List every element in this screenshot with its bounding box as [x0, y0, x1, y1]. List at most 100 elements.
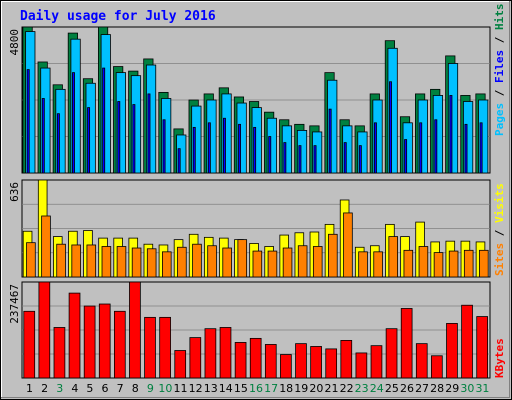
bar-files	[55, 88, 66, 174]
bar-files	[100, 34, 111, 174]
bar-kbytes	[476, 316, 488, 379]
bar-sites	[343, 212, 353, 278]
legend-separator: /	[493, 223, 506, 243]
x-tick-label: 29	[445, 382, 459, 395]
bar-sites	[86, 244, 97, 278]
x-tick-label: 16	[249, 382, 263, 395]
bar-pages	[358, 145, 362, 174]
x-tick-label: 1	[26, 382, 33, 395]
x-tick-label: 10	[158, 382, 172, 395]
bar-sites	[463, 249, 474, 278]
legend-visits: Visits	[493, 183, 506, 223]
x-tick-label: 7	[117, 382, 124, 395]
bar-sites	[312, 246, 323, 278]
bar-kbytes	[446, 323, 458, 379]
x-tick-label: 6	[102, 382, 109, 395]
x-tick-label: 14	[219, 382, 233, 395]
bar-sites	[131, 247, 142, 278]
x-tick-label: 19	[294, 382, 308, 395]
x-tick-label: 15	[234, 382, 248, 395]
bar-pages	[389, 81, 392, 174]
bar-kbytes	[385, 328, 398, 379]
x-tick-label: 30	[460, 382, 474, 395]
bar-pages	[313, 145, 317, 174]
bar-files	[296, 130, 308, 174]
bar-files	[327, 79, 338, 174]
bar-kbytes	[98, 303, 111, 379]
bar-pages	[434, 119, 438, 174]
x-tick-label: 3	[56, 382, 63, 395]
legend: KBytes	[493, 338, 506, 378]
bar-sites	[56, 243, 66, 278]
bar-kbytes	[144, 316, 156, 379]
y-max-label: 636	[8, 182, 21, 202]
legend-kbytes: KBytes	[493, 338, 506, 378]
bar-files	[40, 67, 51, 174]
y-max-label: 4800	[8, 29, 21, 56]
bar-pages	[162, 119, 166, 174]
x-tick-label: 31	[475, 382, 489, 395]
legend: Sites / Visits	[493, 183, 506, 276]
bar-kbytes	[189, 337, 202, 379]
x-tick-label: 24	[370, 382, 384, 395]
bar-kbytes	[219, 327, 232, 379]
bar-files	[342, 125, 353, 174]
bar-pages	[464, 123, 468, 174]
bar-kbytes	[370, 345, 383, 379]
x-tick-label: 13	[204, 382, 218, 395]
bar-pages	[222, 117, 226, 174]
x-tick-label: 22	[340, 382, 354, 395]
bar-files	[402, 122, 413, 174]
bar-files	[115, 72, 126, 174]
bar-pages	[238, 123, 242, 174]
bar-pages	[177, 148, 181, 174]
bar-kbytes	[415, 343, 428, 379]
bar-pages	[102, 67, 106, 174]
bar-sites	[116, 246, 127, 278]
panel-hits_files_pages: 4800	[8, 26, 491, 174]
bar-files	[191, 105, 202, 174]
bar-kbytes	[234, 342, 247, 379]
bar-kbytes	[325, 348, 338, 379]
chart-title: Daily usage for July 2016	[20, 9, 216, 24]
bar-kbytes	[129, 281, 141, 379]
bar-files	[463, 101, 474, 174]
bar-pages	[449, 95, 453, 174]
bar-sites	[192, 243, 202, 278]
bar-files	[161, 98, 172, 174]
bar-kbytes	[355, 352, 368, 379]
bar-files	[251, 107, 262, 174]
bar-sites	[252, 250, 263, 278]
x-tick-label: 21	[324, 382, 338, 395]
bar-kbytes	[83, 305, 96, 379]
bar-pages	[207, 122, 211, 174]
x-tick-label: 8	[132, 382, 139, 395]
bar-files	[176, 134, 187, 174]
bar-pages	[56, 113, 60, 174]
bar-kbytes	[310, 346, 322, 379]
bar-files	[236, 102, 247, 174]
legend-files: Files	[493, 50, 506, 83]
bar-pages	[268, 136, 272, 174]
bar-files	[432, 95, 443, 174]
bar-sites	[373, 251, 383, 278]
bar-files	[357, 131, 368, 174]
bar-sites	[479, 249, 489, 278]
bar-pages	[41, 98, 45, 174]
bar-pages	[404, 139, 408, 174]
bar-sites	[101, 246, 112, 278]
bar-kbytes	[400, 308, 413, 379]
bar-sites	[71, 244, 81, 278]
bar-kbytes	[461, 304, 473, 379]
bar-pages	[283, 142, 287, 174]
bar-files	[145, 64, 157, 174]
x-tick-label: 23	[355, 382, 369, 395]
legend: Pages / Files / Hits	[493, 4, 506, 137]
x-tick-label: 2	[41, 382, 48, 395]
bar-pages	[419, 122, 423, 174]
x-tick-label: 20	[309, 382, 323, 395]
bar-pages	[328, 108, 332, 174]
bar-files	[447, 63, 459, 174]
bar-files	[312, 131, 323, 174]
